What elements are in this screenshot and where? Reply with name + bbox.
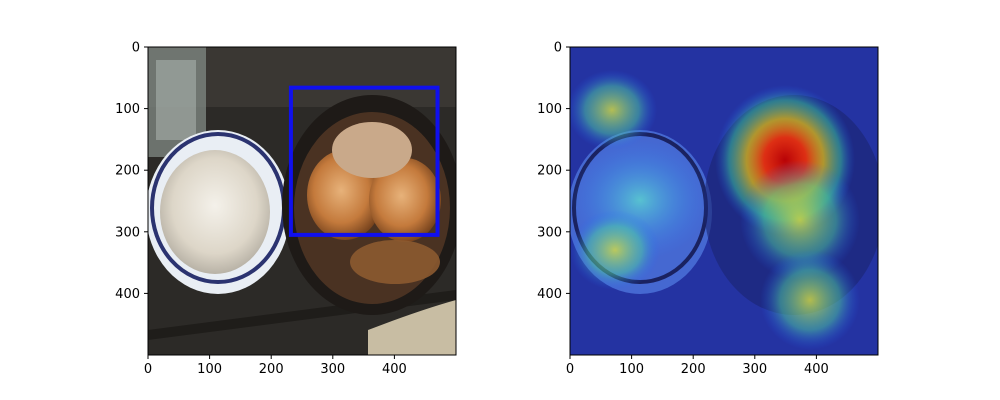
x-tick-label: 400	[382, 362, 407, 377]
y-tick-label: 100	[537, 102, 562, 117]
left-axes-frame	[147, 46, 457, 356]
left-photo	[148, 47, 456, 355]
y-tick-label: 400	[115, 287, 140, 302]
y-tick-label: 300	[115, 225, 140, 240]
x-tick-label: 300	[320, 362, 345, 377]
x-tick-label: 200	[681, 362, 706, 377]
straw-mat	[368, 300, 456, 355]
gyoza-pan	[282, 95, 456, 315]
detection-bbox	[288, 85, 440, 237]
x-tick-label: 0	[144, 362, 152, 377]
x-tick-label: 100	[197, 362, 222, 377]
y-tick-label: 0	[554, 41, 562, 56]
x-tick-label: 300	[742, 362, 767, 377]
y-tick-label: 200	[115, 164, 140, 179]
left-axes: 0 100 200 300 400 0 100 200 300 400	[115, 41, 407, 378]
y-tick-label: 200	[537, 164, 562, 179]
x-tick-label: 200	[259, 362, 284, 377]
y-tick-label: 400	[537, 287, 562, 302]
right-axes-frame	[569, 46, 879, 356]
right-axes: 0 100 200 300 400 0 100 200 300 400	[537, 41, 829, 378]
x-tick-label: 100	[619, 362, 644, 377]
rice-bowl	[148, 130, 290, 294]
y-tick-label: 300	[537, 225, 562, 240]
y-tick-label: 0	[132, 41, 140, 56]
y-tick-label: 100	[115, 102, 140, 117]
x-tick-label: 400	[804, 362, 829, 377]
right-heatmap	[570, 47, 878, 355]
x-tick-label: 0	[566, 362, 574, 377]
